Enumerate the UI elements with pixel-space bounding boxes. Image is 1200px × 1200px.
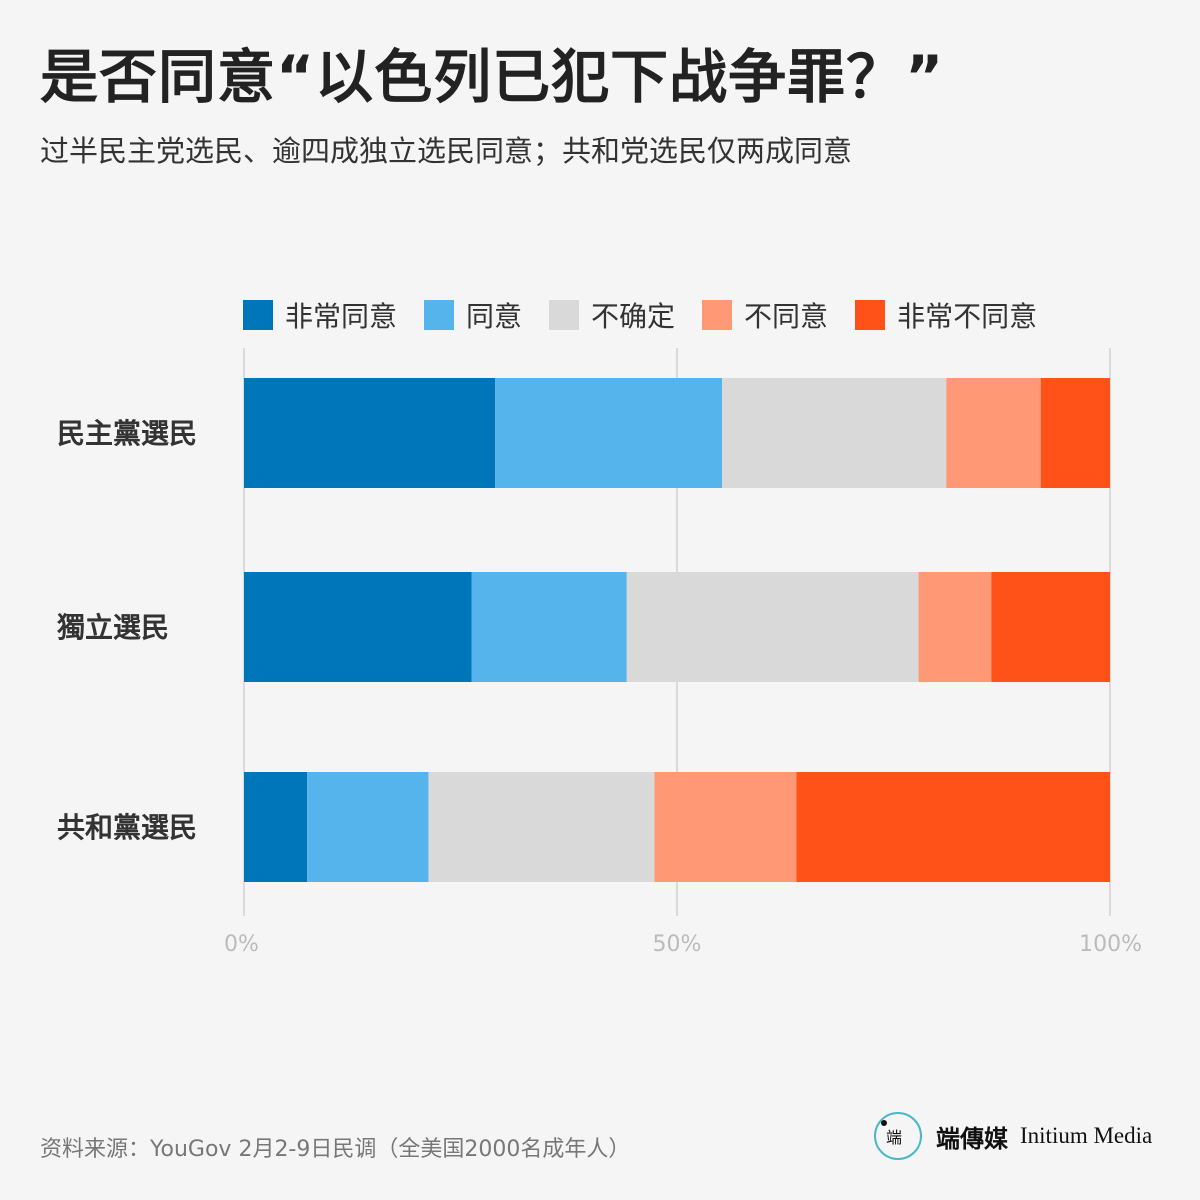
bar-segment <box>1040 378 1110 488</box>
tick-label: 0% <box>224 932 259 957</box>
initium-logo-icon: 端 <box>874 1112 922 1160</box>
bar-segment <box>244 572 472 682</box>
legend: 非常同意 同意 不确定 不同意 非常不同意 <box>243 295 1064 335</box>
legend-label: 不同意 <box>744 300 829 333</box>
bar-segment <box>307 772 429 882</box>
tick-label: 50% <box>653 932 702 957</box>
legend-item: 非常同意 <box>243 295 397 335</box>
tick-label: 100% <box>1079 932 1142 957</box>
bar-segment <box>471 572 627 682</box>
bar-segment <box>626 572 919 682</box>
legend-item: 不确定 <box>549 295 675 335</box>
brand-name-cn: 端傳媒 <box>936 1123 1008 1153</box>
bar-segment <box>722 378 947 488</box>
legend-label: 非常同意 <box>285 300 398 333</box>
bar-segment <box>991 572 1110 682</box>
legend-label: 不确定 <box>591 300 676 333</box>
bar-segment <box>495 378 723 488</box>
chart-subtitle: 过半民主党选民、逾四成独立选民同意；共和党选民仅两成同意 <box>40 134 853 168</box>
bar-segment <box>654 772 797 882</box>
legend-swatch <box>243 300 273 330</box>
legend-label: 非常不同意 <box>897 300 1038 333</box>
legend-swatch <box>424 300 455 330</box>
legend-item: 不同意 <box>702 295 828 335</box>
category-label: 民主黨選民 <box>57 417 197 450</box>
legend-item: 同意 <box>424 295 522 335</box>
brand: 端 端傳媒 Initium Media <box>874 1112 1152 1160</box>
category-label: 共和黨選民 <box>57 811 197 844</box>
bar-segment <box>796 772 1110 882</box>
bar-segment <box>428 772 655 882</box>
bar-segment <box>244 378 496 488</box>
category-label: 獨立選民 <box>57 611 169 644</box>
chart-title: 是否同意“以色列已犯下战争罪？” <box>40 43 945 111</box>
bar-segment <box>918 572 992 682</box>
legend-swatch <box>549 300 580 330</box>
legend-label: 同意 <box>466 300 523 333</box>
legend-item: 非常不同意 <box>855 295 1037 335</box>
brand-name-en: Initium Media <box>1020 1123 1153 1148</box>
bar-segment <box>244 772 308 882</box>
source-note: 资料来源：YouGov 2月2-9日民调（全美国2000名成年人） <box>40 1137 631 1162</box>
legend-swatch <box>855 300 886 330</box>
legend-swatch <box>702 300 733 330</box>
bar-segment <box>946 378 1041 488</box>
